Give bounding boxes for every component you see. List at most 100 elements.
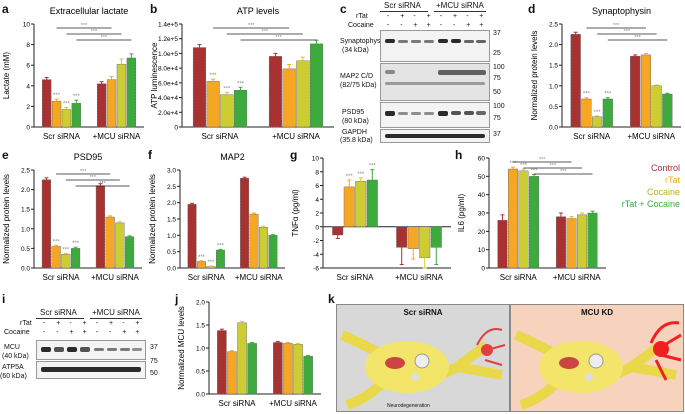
bar-hatch <box>240 177 250 269</box>
y-tick-label: 0 <box>26 125 30 132</box>
bar-hatch <box>106 79 117 128</box>
y-tick-label: 1.0 <box>196 346 205 353</box>
sig-mark: *** <box>624 29 631 35</box>
bar-hatch <box>41 79 52 128</box>
bar <box>247 343 257 395</box>
bar <box>249 213 259 269</box>
blot-c-label-gapdh: GAPDH <box>342 129 367 136</box>
blot-c-map2 <box>380 63 490 101</box>
bar <box>273 342 283 395</box>
y-tick-label: 2.5 <box>21 168 30 175</box>
y-tick-label: 2 <box>315 211 319 218</box>
bar <box>630 55 641 128</box>
bar <box>227 351 237 395</box>
y-axis-label: Normalized protein levels <box>148 174 157 264</box>
bar <box>95 185 105 269</box>
bar-hatch <box>555 216 567 269</box>
bar-hatch <box>249 213 259 269</box>
bar-hatch <box>51 100 62 128</box>
chart-title: MAP2 <box>220 152 245 162</box>
blot-mark: + <box>82 320 87 327</box>
bar <box>206 81 220 128</box>
blot-c-mw-25: 25 <box>493 50 501 57</box>
y-axis-label: IL6 (pg/ml) <box>457 194 466 233</box>
blot-mark: - <box>109 329 112 336</box>
bar <box>187 204 197 269</box>
y-tick-label: 30 <box>478 211 486 218</box>
diagram-k-scr: Scr siRNA Neurodegeneration <box>336 304 510 412</box>
blot-i-label-mcu-kda: (40 kDa) <box>2 353 29 360</box>
bar <box>237 322 247 395</box>
bar-hatch <box>497 220 508 269</box>
bar-hatch <box>528 176 540 269</box>
sig-mark: *** <box>101 35 108 41</box>
bar <box>41 179 51 269</box>
bar <box>268 56 283 128</box>
y-tick-label: 4 <box>315 197 319 204</box>
y-tick-label: 8 <box>315 169 319 176</box>
bar-hatch <box>630 55 641 128</box>
bar <box>192 47 207 128</box>
chart-map2: MAP2 Normalized protein levels 0.0 0.5 1.0 1.… <box>148 152 285 282</box>
bar-hatch <box>602 98 613 128</box>
blot-mark: - <box>400 22 403 29</box>
sig-mark: *** <box>531 169 539 175</box>
x-tick-label: Scr siRNA <box>188 273 226 282</box>
blot-mark: - <box>43 329 46 336</box>
legend-rtat: rTat <box>664 175 680 185</box>
bar <box>217 330 227 395</box>
y-tick-label: 40 <box>478 192 486 199</box>
bar <box>220 94 234 128</box>
sig-mark: *** <box>91 29 98 35</box>
blot-i-atp5a <box>36 361 146 379</box>
blot-c-header-scr: Scr siRNA <box>384 1 421 10</box>
blot-i-row-rtat: rTat <box>20 320 32 327</box>
bar <box>96 83 107 128</box>
blot-c-header-mcu: +MCU siRNA <box>436 1 484 10</box>
y-tick-label: 1.0e+5 <box>158 51 178 58</box>
bar <box>105 216 115 269</box>
panel-label-c: c <box>340 2 347 16</box>
blot-c-mw-37a: 37 <box>493 30 501 37</box>
bar <box>592 116 603 128</box>
sig-mark: *** <box>583 92 591 98</box>
bar <box>106 79 117 128</box>
blot-mark: + <box>479 22 484 29</box>
y-tick-label: 10 <box>312 156 320 163</box>
y-tick-label: 0 <box>174 125 178 132</box>
bar-hatch <box>215 249 225 269</box>
y-axis-label: TNFα (pg/ml) <box>291 189 300 237</box>
y-tick-label: 6.0e+4 <box>158 80 178 87</box>
sig-mark: *** <box>604 92 612 98</box>
bar-hatch <box>70 248 81 269</box>
x-tick-label: +MCU siRNA <box>91 273 139 282</box>
sig-mark: *** <box>99 181 106 187</box>
blot-mark: + <box>82 329 87 336</box>
sig-mark: *** <box>53 239 61 245</box>
chart-atp-levels: ATP levels ATP luminescence 0 2.0e+4 4.0e+4 6… <box>150 6 334 141</box>
sig-mark: *** <box>634 35 641 41</box>
bar-hatch <box>591 116 603 128</box>
bar <box>296 60 310 128</box>
sig-mark: *** <box>62 247 70 253</box>
sig-mark: *** <box>72 241 80 247</box>
bar-hatch <box>366 179 378 228</box>
y-tick-label: 2.5 <box>549 22 558 29</box>
blot-mark: - <box>95 320 99 327</box>
bar <box>293 344 303 395</box>
blot-mark: + <box>109 320 114 327</box>
blot-c-label-psd95-kda: (80 kDa) <box>342 118 369 125</box>
y-tick-label: 1.0 <box>167 233 176 240</box>
blot-mark: + <box>400 13 405 20</box>
blot-i-mw-75: 75 <box>150 358 158 365</box>
chart-title: ATP levels <box>237 6 280 16</box>
blot-i-mw-37: 37 <box>150 344 158 351</box>
y-axis-label: ATP luminescence <box>150 42 159 109</box>
western-blot-i: Scr siRNA +MCU siRNA rTat Cocaine - + - + - +… <box>0 294 172 384</box>
blot-mark: - <box>387 22 390 29</box>
bar <box>577 214 587 269</box>
bar <box>518 170 529 269</box>
legend: Control rTat Cocaine rTat + Cocaine <box>608 162 680 210</box>
y-tick-label: 8.0e+4 <box>158 66 178 73</box>
diagram-k-scr-title: Scr siRNA <box>403 308 443 317</box>
